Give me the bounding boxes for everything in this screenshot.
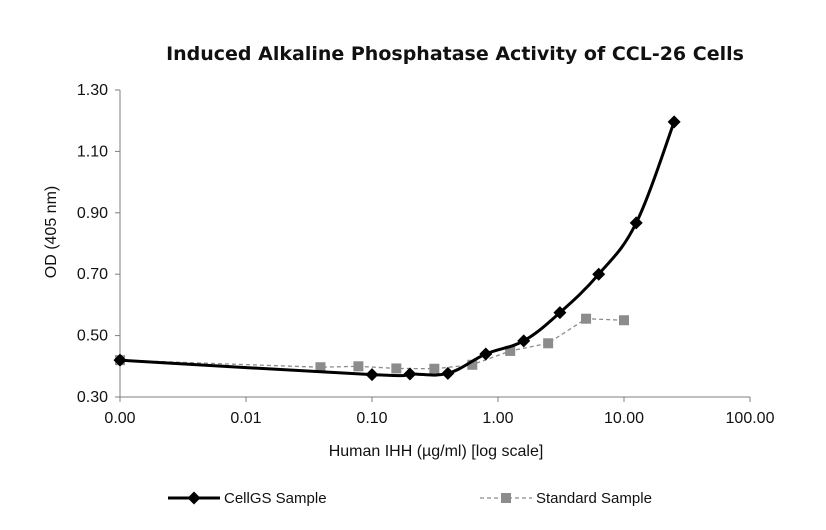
data-point <box>315 362 326 373</box>
data-point <box>667 115 681 129</box>
legend-marker <box>501 493 511 503</box>
y-tick-label: 0.70 <box>77 266 108 283</box>
x-tick-label: 100.00 <box>726 410 775 427</box>
data-point <box>619 315 629 326</box>
series-cellgs <box>113 115 681 382</box>
data-point <box>479 347 493 361</box>
legend-item: Standard Sample <box>480 490 652 507</box>
plot-area: 0.30 0.50 0.70 0.90 1.10 1.30 0.00 0.01 0.10 1.00… <box>77 82 775 427</box>
data-point <box>592 267 606 281</box>
data-point <box>365 368 379 382</box>
y-tick-label: 1.30 <box>77 82 108 99</box>
data-point <box>113 353 127 367</box>
data-point <box>467 359 478 370</box>
legend: CellGS Sample Standard Sample <box>168 490 652 507</box>
x-tick-label: 0.01 <box>230 410 261 427</box>
y-tick-label: 1.10 <box>77 143 108 160</box>
data-point <box>629 216 643 230</box>
series-line <box>119 318 625 370</box>
data-point <box>505 345 516 356</box>
x-tick-label: 0.10 <box>356 410 387 427</box>
x-tick-label: 10.00 <box>604 410 644 427</box>
x-axis-title: Human IHH (µg/ml) [log scale] <box>329 443 544 460</box>
legend-item: CellGS Sample <box>168 490 327 507</box>
x-tick-label: 0.00 <box>104 410 135 427</box>
y-tick-label: 0.90 <box>77 205 108 222</box>
y-tick-label: 0.30 <box>77 389 108 406</box>
data-point <box>543 338 554 349</box>
data-point <box>403 367 417 381</box>
data-point <box>391 363 402 374</box>
series-line <box>119 121 676 378</box>
x-tick-label: 1.00 <box>482 410 513 427</box>
data-point <box>553 306 567 320</box>
y-axis-title: OD (405 nm) <box>43 186 60 278</box>
data-point <box>581 313 592 324</box>
data-point <box>441 366 455 380</box>
data-point <box>429 363 440 374</box>
legend-label: CellGS Sample <box>224 490 327 507</box>
data-point <box>517 334 531 348</box>
chart-title: Induced Alkaline Phosphatase Activity of… <box>166 43 744 65</box>
legend-marker <box>187 491 201 505</box>
y-tick-label: 0.50 <box>77 328 108 345</box>
data-point <box>353 361 364 372</box>
legend-label: Standard Sample <box>536 490 652 507</box>
